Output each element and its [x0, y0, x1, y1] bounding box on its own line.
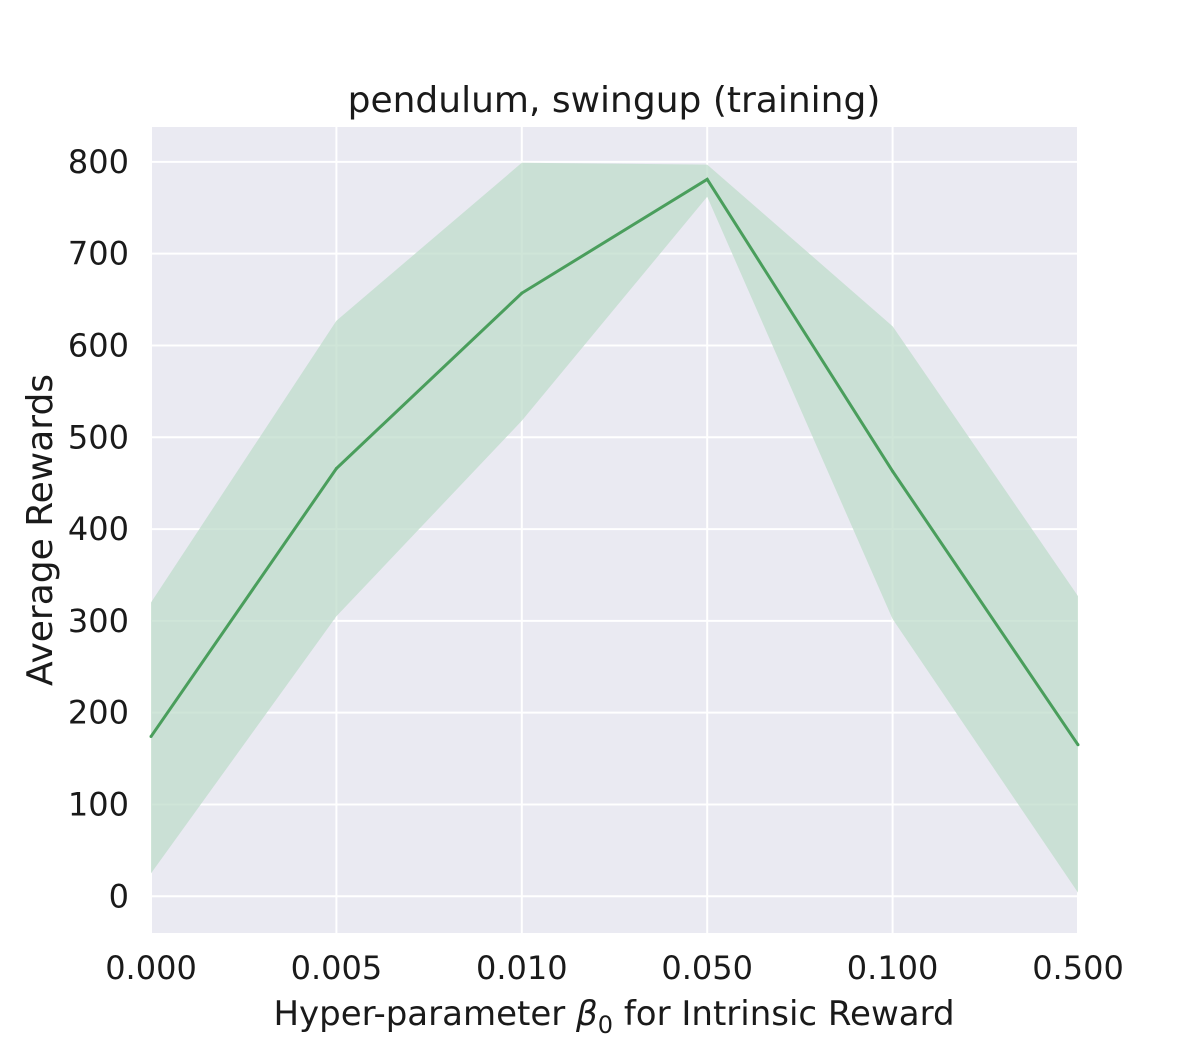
y-tick-label: 200 [68, 694, 129, 732]
y-tick-label: 800 [68, 143, 129, 181]
y-tick-label: 100 [68, 785, 129, 823]
x-axis-label: Hyper-parameter β0 for Intrinsic Reward [273, 994, 954, 1039]
y-tick-label: 700 [68, 235, 129, 273]
data-point [520, 291, 524, 295]
series-line [149, 177, 1080, 746]
y-tick-labels: 0 100 200 300 400 500 600 700 800 [68, 143, 129, 915]
x-tick-label: 0.005 [291, 949, 383, 987]
y-axis-label: Average Rewards [20, 374, 61, 686]
y-tick-label: 600 [68, 326, 129, 364]
confidence-band [151, 162, 1078, 893]
x-tick-label: 0.010 [476, 949, 568, 987]
y-tick-label: 0 [109, 877, 129, 915]
chart-title: pendulum, swingup (training) [348, 80, 881, 121]
x-axis-label-prefix: Hyper-parameter [273, 994, 576, 1034]
x-tick-label: 0.100 [847, 949, 939, 987]
x-tick-label: 0.500 [1032, 949, 1124, 987]
x-tick-labels: 0.000 0.005 0.010 0.050 0.100 0.500 [105, 949, 1124, 987]
x-axis-label-symbol: β [575, 994, 598, 1034]
y-tick-label: 500 [68, 418, 129, 456]
x-tick-label: 0.050 [661, 949, 753, 987]
x-axis-label-suffix: for Intrinsic Reward [613, 994, 955, 1034]
data-point [1076, 743, 1080, 747]
data-point [705, 177, 709, 181]
x-tick-label: 0.000 [105, 949, 197, 987]
data-point [891, 469, 895, 473]
y-tick-label: 300 [68, 602, 129, 640]
data-point [334, 466, 338, 470]
x-axis-label-subscript: 0 [598, 1011, 613, 1039]
y-tick-label: 400 [68, 510, 129, 548]
data-point [149, 735, 153, 739]
point-layer [149, 177, 1080, 747]
